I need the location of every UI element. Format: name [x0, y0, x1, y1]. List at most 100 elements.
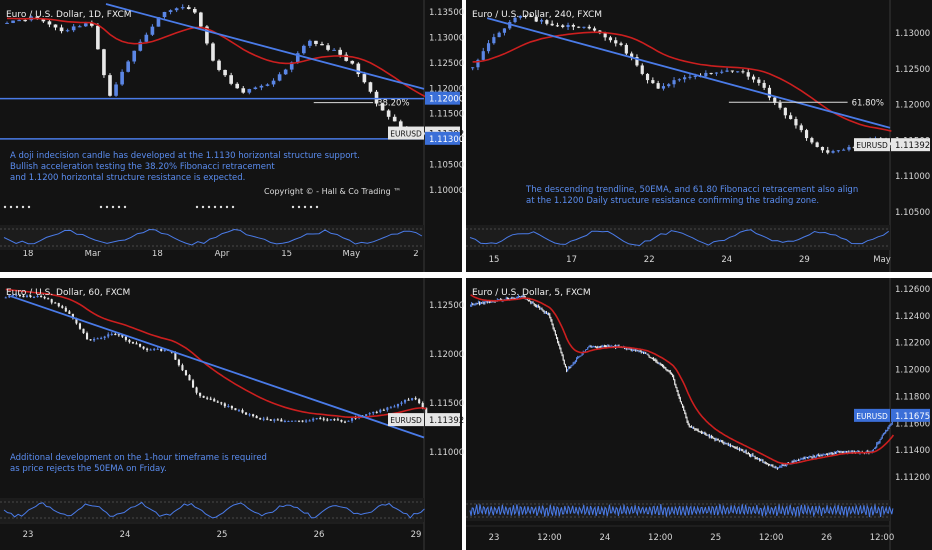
candle-body	[262, 418, 265, 420]
candle-body	[474, 304, 476, 306]
candle-body	[683, 406, 685, 411]
candle-body	[510, 298, 512, 300]
y-tick-label: 1.11000	[895, 172, 930, 182]
candle-body	[407, 399, 410, 401]
y-tick-label: 1.12000	[895, 366, 930, 376]
candle-body	[685, 413, 687, 419]
chart-title: Euro / U.S. Dollar, 60, FXCM	[6, 288, 130, 298]
candle-body	[798, 460, 800, 462]
candle-body	[380, 103, 385, 111]
candle-body	[252, 414, 255, 417]
candle-body	[537, 305, 539, 307]
candle-body	[724, 443, 726, 445]
event-marker	[309, 205, 313, 209]
candle-body	[814, 456, 816, 458]
price-badge-text: 1.12000	[429, 95, 464, 105]
candle-body	[607, 345, 609, 348]
price-badge	[425, 131, 460, 145]
candle-body	[828, 453, 830, 455]
candle-body	[53, 24, 58, 28]
candle-body	[168, 10, 173, 12]
candle-body	[650, 357, 652, 359]
candle-body	[491, 301, 493, 303]
candle-body	[836, 150, 840, 152]
candle-body	[674, 379, 676, 385]
candle-body	[502, 28, 507, 33]
candle-body	[880, 438, 882, 440]
candle-body	[372, 411, 375, 414]
y-tick-label: 1.11600	[895, 419, 930, 429]
candle-body	[560, 348, 562, 353]
candle-body	[78, 323, 82, 329]
candle-body	[566, 367, 568, 372]
candle-body	[842, 451, 844, 453]
candle-body	[521, 296, 523, 298]
candle-body	[693, 75, 697, 77]
descending-trendline[interactable]	[105, 3, 425, 90]
candle-body	[726, 443, 728, 445]
candle-body	[234, 408, 237, 411]
candle-body	[473, 304, 475, 306]
candle-body	[497, 299, 499, 301]
candle-body	[59, 27, 64, 32]
candle-body	[93, 339, 96, 341]
candle-body	[538, 305, 540, 308]
candle-body	[712, 437, 714, 439]
candle-body	[714, 438, 716, 441]
candle-body	[643, 351, 645, 354]
candle-body	[830, 452, 832, 455]
candle-body	[791, 461, 793, 464]
candle-body	[823, 454, 825, 456]
candle-body	[544, 311, 546, 313]
candle-body	[554, 331, 556, 335]
descending-trendline[interactable]	[486, 17, 891, 129]
candle-body	[206, 397, 209, 399]
y-tick-label: 1.11500	[429, 399, 464, 409]
candle-body	[608, 37, 613, 41]
candle-body	[839, 451, 841, 453]
candle-body	[660, 363, 662, 365]
candle-body	[520, 296, 522, 298]
candle-body	[223, 403, 226, 407]
candle-body	[867, 451, 869, 453]
candle-body	[669, 371, 671, 374]
candle-body	[596, 346, 598, 348]
candle-body	[17, 20, 21, 22]
candle-body	[534, 16, 538, 22]
candle-body	[890, 423, 892, 425]
descending-trendline[interactable]	[10, 295, 425, 439]
candle-body	[692, 427, 694, 429]
candle-body	[780, 466, 782, 468]
candle-body	[47, 21, 52, 25]
candle-body	[259, 85, 264, 88]
candle-body	[647, 353, 649, 356]
candle-body	[163, 349, 166, 351]
candle-body	[102, 49, 106, 76]
x-tick-label: 24	[120, 530, 131, 540]
candle-body	[815, 142, 819, 147]
candle-body	[347, 420, 350, 422]
candle-body	[851, 451, 853, 453]
candle-body	[716, 438, 718, 440]
candle-body	[601, 345, 603, 348]
candle-body	[480, 302, 482, 305]
candle-body	[506, 298, 508, 300]
candle-body	[702, 432, 704, 434]
candle-body	[630, 53, 634, 58]
candle-body	[754, 455, 756, 458]
candle-body	[769, 464, 771, 466]
candle-body	[552, 324, 554, 329]
candle-body	[319, 418, 322, 420]
candle-body	[667, 84, 671, 87]
candle-body	[744, 451, 746, 453]
candle-body	[637, 350, 639, 352]
candle-body	[887, 427, 889, 430]
candle-body	[138, 343, 142, 347]
candle-body	[511, 298, 513, 300]
candle-body	[625, 347, 627, 349]
candle-body	[535, 305, 537, 307]
candle-body	[778, 467, 780, 469]
candle-body	[725, 70, 729, 72]
candle-body	[651, 357, 653, 359]
event-marker	[3, 205, 7, 209]
